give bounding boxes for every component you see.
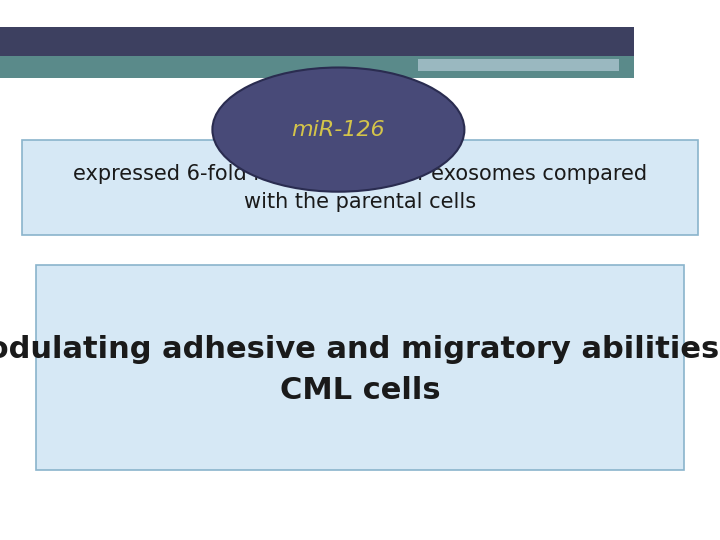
FancyBboxPatch shape [418,59,619,71]
Text: modulating adhesive and migratory abilities of
CML cells: modulating adhesive and migratory abilit… [0,335,720,404]
FancyBboxPatch shape [22,140,698,235]
Ellipse shape [212,68,464,192]
FancyBboxPatch shape [0,27,634,57]
Text: expressed 6-fold more in LAMA84 exosomes compared
with the parental cells: expressed 6-fold more in LAMA84 exosomes… [73,164,647,212]
FancyBboxPatch shape [36,265,684,470]
FancyBboxPatch shape [0,56,634,78]
Text: miR-126: miR-126 [292,119,385,140]
